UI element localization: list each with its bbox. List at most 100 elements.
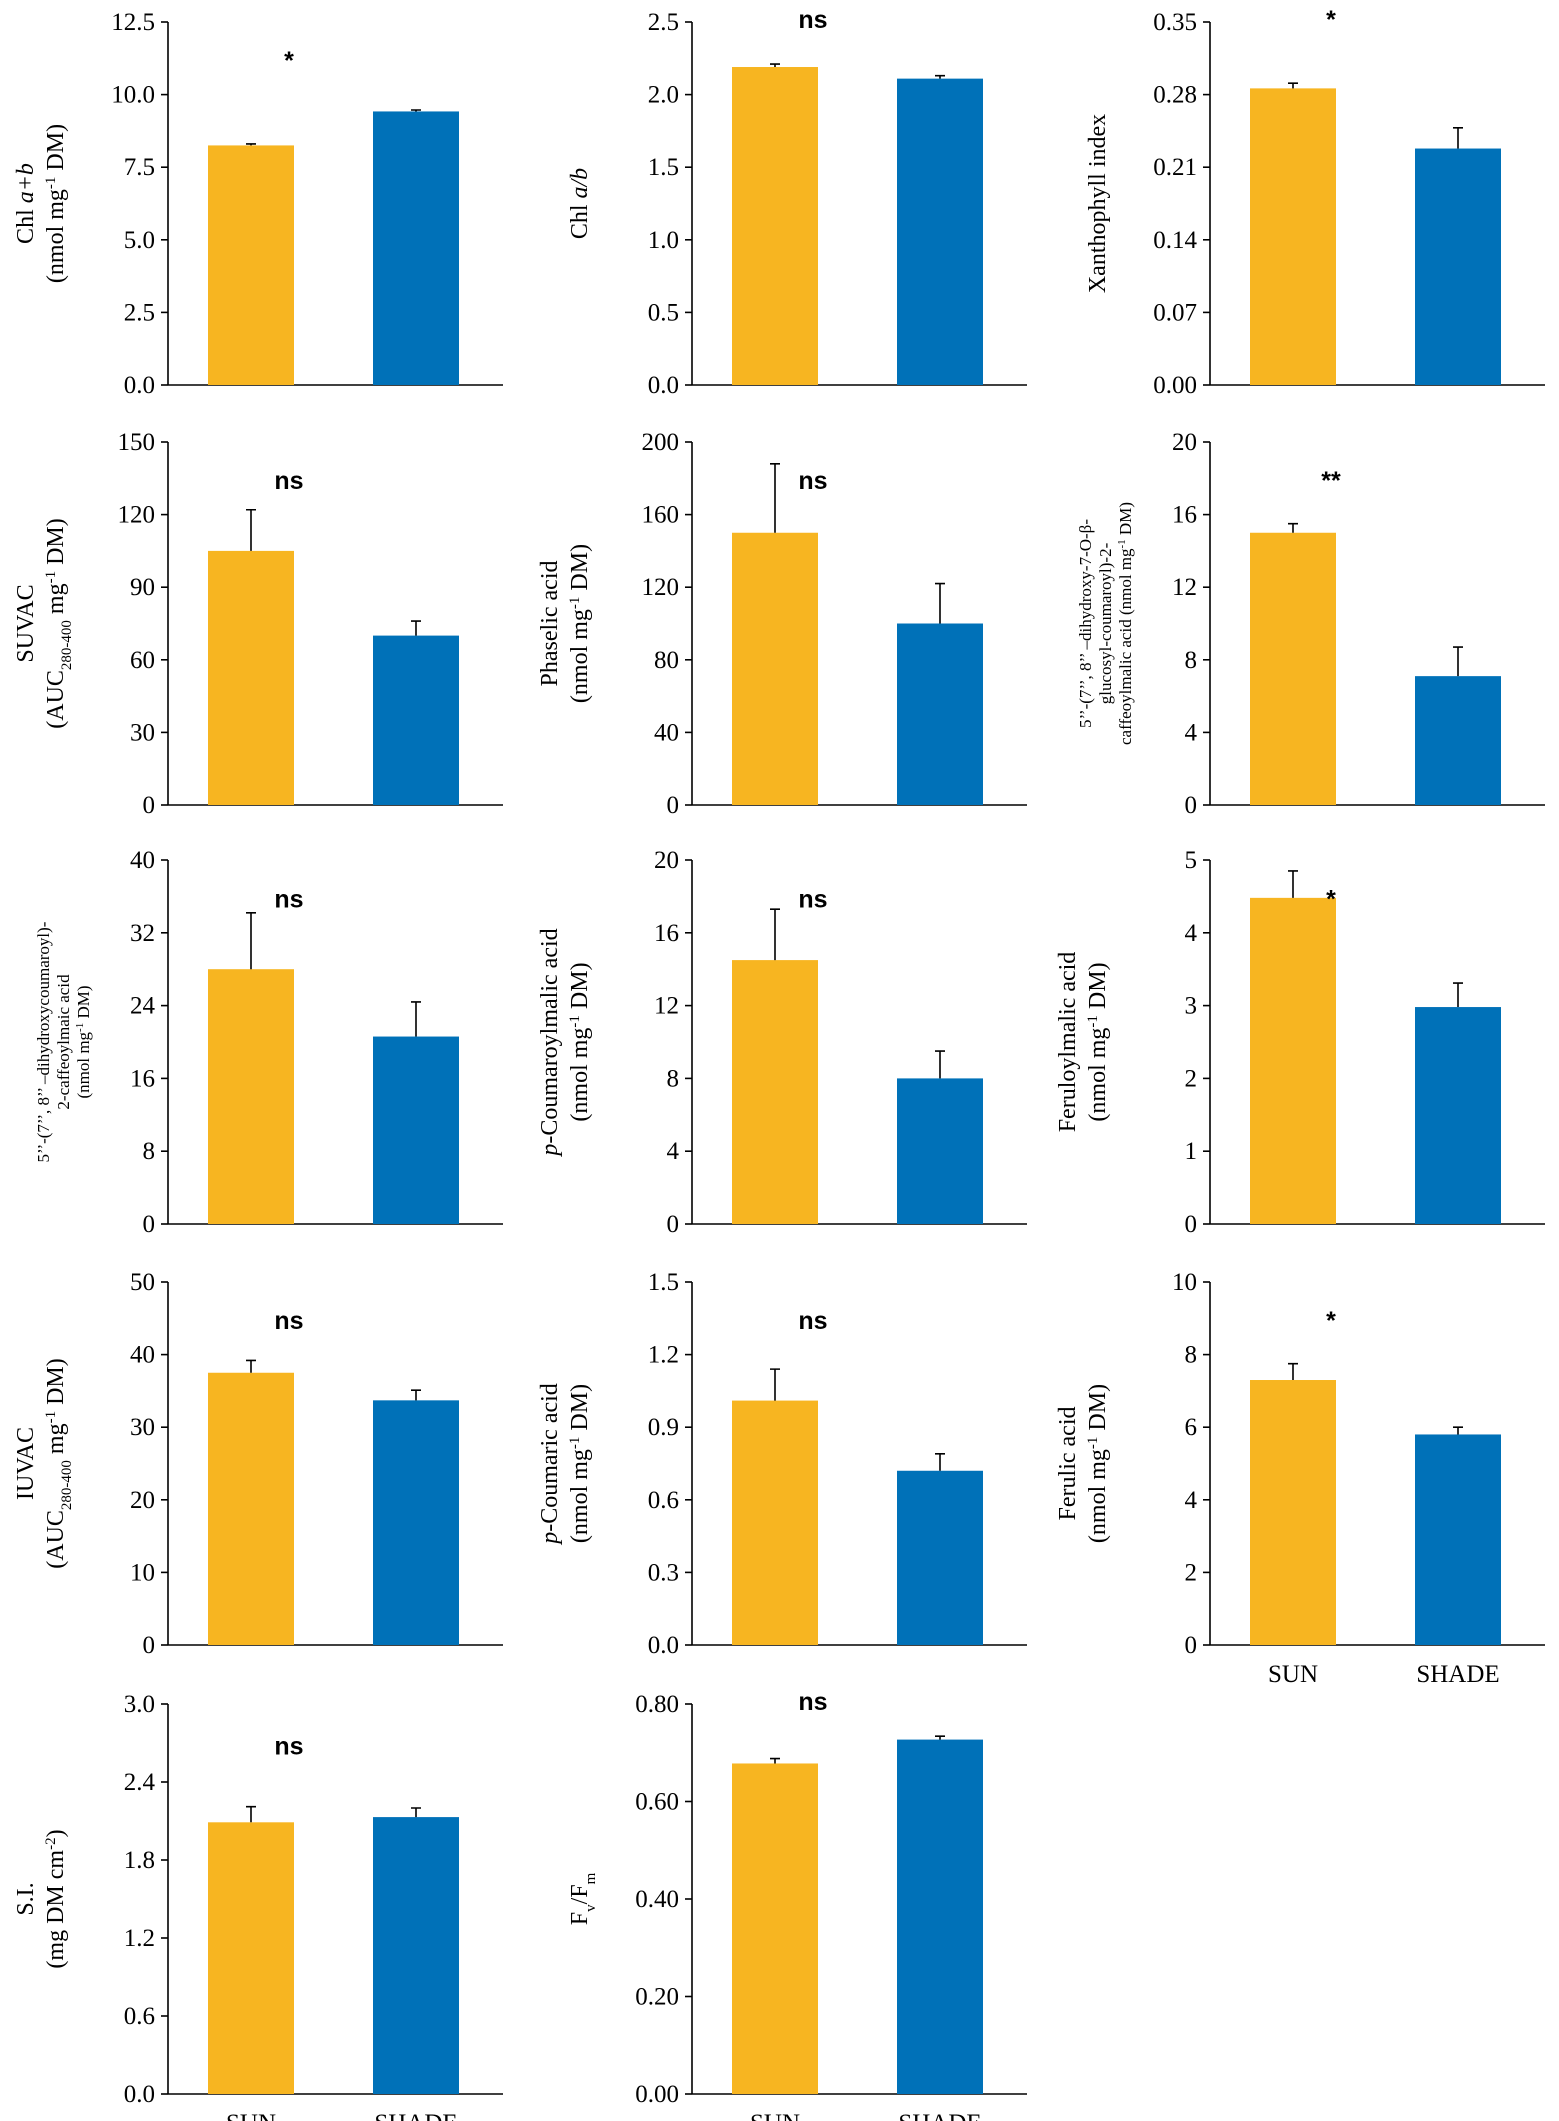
y-tick-label: 2	[1185, 1559, 1198, 1586]
y-tick-label: 0.40	[635, 1886, 679, 1913]
bar-shade	[897, 1078, 983, 1224]
y-tick-label: 40	[654, 719, 679, 746]
y-tick-label: 120	[642, 574, 680, 601]
y-axis-label: p-Coumaroylmalic acid (nmol mg-1 DM)	[537, 928, 593, 1157]
y-tick-label: 120	[118, 502, 156, 529]
y-tick-label: 32	[130, 920, 155, 947]
y-tick-label: 24	[130, 993, 156, 1020]
y-tick-label: 30	[130, 1414, 155, 1441]
bar-sun	[1250, 897, 1336, 1224]
bar-sun	[1250, 532, 1336, 805]
significance-label: ns	[274, 467, 303, 495]
y-axis-label: Feruloylmalic acid (nmol mg-1 DM)	[1055, 952, 1111, 1133]
y-axis-label: Fv/Fm	[567, 1872, 599, 1925]
error-bar	[246, 1805, 256, 1823]
y-tick-label: 16	[1172, 502, 1197, 529]
error-bar	[935, 1453, 945, 1471]
y-tick-label: 2.5	[124, 299, 155, 326]
bar-shade	[1415, 1007, 1501, 1224]
error-bar	[411, 1389, 421, 1401]
bar-sun	[208, 1372, 294, 1645]
bar-shade	[1415, 148, 1501, 385]
significance-label: ns	[274, 885, 303, 913]
bar-sun	[732, 1763, 818, 2094]
error-bar	[246, 911, 256, 970]
y-axis-label: SUVAC(AUC280-400 mg-1 DM)	[13, 518, 75, 729]
bar-shade	[1415, 1434, 1501, 1645]
y-axis-label: Ferulic acid (nmol mg-1 DM)	[1055, 1384, 1111, 1543]
bar-shade	[1415, 676, 1501, 805]
significance-label: ns	[274, 1307, 303, 1335]
chart-panel: 0 40 80 120 160 200 ns Phaselic acid (nmol mg-1 …	[537, 429, 1027, 819]
x-category-label: SUN	[1268, 1661, 1318, 1688]
y-tick-label: 1.5	[648, 154, 679, 181]
chart-panel: 0.0 0.3 0.6 0.9 1.2 1.5 ns p-Coumaric acid (nmol…	[537, 1269, 1027, 1659]
y-tick-label: 20	[654, 847, 679, 874]
y-axis-label: 5’’-(7’’, 8’’ –dihydroxy-7-O-β-glucosyl-…	[1076, 502, 1135, 745]
y-tick-label: 4	[667, 1138, 680, 1165]
y-tick-label: 0.6	[124, 2003, 155, 2030]
y-tick-label: 40	[130, 847, 155, 874]
y-tick-label: 0.60	[635, 1789, 679, 1816]
error-bar	[770, 1757, 780, 1764]
significance-label: ns	[798, 6, 827, 34]
bar-shade	[897, 78, 983, 386]
significance-label: ns	[274, 1733, 303, 1761]
y-tick-label: 0.5	[648, 299, 679, 326]
significance-label: ns	[798, 467, 827, 495]
y-axis-label: Chl a/b	[567, 168, 593, 239]
y-axis-label: S.I. (mg DM cm-2)	[13, 1829, 69, 1968]
bar-sun	[1250, 1380, 1336, 1645]
y-axis-label: Chl a+b(nmol mg-1 DM)	[13, 124, 69, 283]
bar-sun	[732, 67, 818, 386]
y-tick-label: 0	[1185, 1211, 1198, 1238]
error-bar	[1288, 82, 1298, 89]
error-bar	[1453, 126, 1463, 149]
y-tick-label: 60	[130, 647, 155, 674]
y-tick-label: 12.5	[111, 9, 155, 36]
y-tick-label: 0.00	[1153, 372, 1197, 399]
error-bar	[1288, 870, 1298, 898]
chart-panel: 0.00 0.07 0.14 0.21 0.28 0.35 * Xanthophyll ind…	[1085, 6, 1545, 399]
x-category-label: SHADE	[898, 2110, 981, 2121]
chart-panel: 0 10 20 30 40 50 ns IUVAC(AUC280-400 mg-1 DM)	[13, 1269, 503, 1659]
bar-shade	[373, 635, 459, 805]
y-axis-label: Xanthophyll index	[1085, 114, 1111, 293]
x-category-label: SUN	[226, 2110, 276, 2121]
y-tick-label: 16	[130, 1065, 155, 1092]
error-bar	[1453, 646, 1463, 677]
y-axis-label: Phaselic acid (nmol mg-1 DM)	[537, 544, 593, 703]
y-tick-label: 0.0	[124, 2081, 155, 2108]
chart-panel: 0 2 4 6 8 10 * SUN SHADE Ferulic acid (nmol mg-1 D…	[1055, 1269, 1545, 1688]
y-tick-label: 2	[1185, 1065, 1198, 1092]
x-category-label: SHADE	[374, 2110, 457, 2121]
error-bar	[411, 620, 421, 636]
y-tick-label: 7.5	[124, 154, 155, 181]
error-bar	[411, 1001, 421, 1037]
y-tick-label: 150	[118, 429, 156, 456]
x-category-label: SUN	[750, 2110, 800, 2121]
y-tick-label: 0.0	[648, 372, 679, 399]
y-tick-label: 1.5	[648, 1269, 679, 1296]
y-tick-label: 16	[654, 920, 679, 947]
y-tick-label: 10	[1172, 1269, 1197, 1296]
y-tick-label: 0	[143, 1211, 156, 1238]
y-axis-label: p-Coumaric acid (nmol mg-1 DM)	[537, 1383, 593, 1546]
y-tick-label: 10	[130, 1559, 155, 1586]
error-bar	[411, 109, 421, 112]
bar-shade	[373, 1400, 459, 1645]
y-tick-label: 6	[1185, 1414, 1198, 1441]
y-tick-label: 0.28	[1153, 82, 1197, 109]
y-tick-label: 8	[143, 1138, 156, 1165]
y-tick-label: 5.0	[124, 227, 155, 254]
significance-label: *	[284, 47, 294, 75]
y-tick-label: 10.0	[111, 82, 155, 109]
error-bar	[246, 508, 256, 551]
y-tick-label: 3.0	[124, 1691, 155, 1718]
chart-panel: 0 30 60 90 120 150 ns SUVAC(AUC280-400 mg-1 DM)	[13, 429, 503, 819]
bar-sun	[732, 532, 818, 805]
y-tick-label: 0.14	[1153, 227, 1197, 254]
error-bar	[770, 462, 780, 533]
y-tick-label: 0.9	[648, 1414, 679, 1441]
